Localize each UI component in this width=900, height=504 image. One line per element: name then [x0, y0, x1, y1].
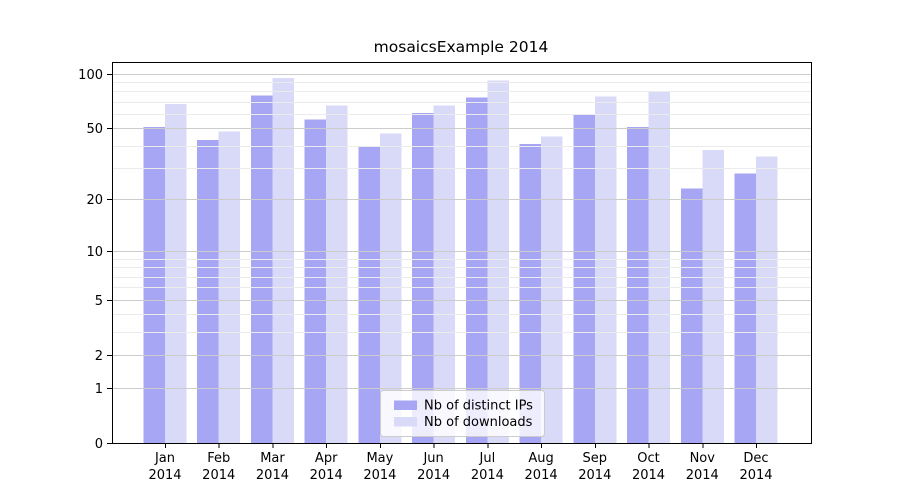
bar-downloads-sep: [594, 96, 617, 443]
plot-area: 0 1 2 5 10 20 50 100 Jan 2014 Feb 2014 Mar 2014 Apr 201…: [78, 62, 812, 483]
x-tick-month-label: May: [366, 451, 393, 466]
bar-downloads-mar: [272, 77, 294, 444]
bar-ips-aug: [519, 144, 542, 443]
x-tick-month-label: Jun: [422, 451, 443, 466]
bar-ips-oct: [627, 126, 649, 444]
bar-ips-jul: [465, 97, 488, 443]
x-tick-year-label: 2014: [686, 468, 719, 483]
x-tick-month-label: Nov: [690, 451, 716, 466]
x-tick-year-label: 2014: [202, 468, 235, 483]
x-tick-month-label: Feb: [207, 451, 230, 466]
legend-label-1: Nb of downloads: [424, 415, 533, 430]
x-tick-year-label: 2014: [363, 468, 396, 483]
x-tick-month-label: Sep: [583, 451, 608, 466]
bar-downloads-nov: [702, 149, 724, 443]
bar-ips-apr: [304, 119, 327, 443]
bar-downloads-may: [379, 133, 402, 444]
legend-box: [380, 390, 545, 437]
bar-ips-feb: [197, 140, 219, 443]
bar-downloads-jan: [165, 104, 187, 443]
x-tick-month-label: Dec: [743, 451, 768, 466]
y-tick-label: 5: [95, 294, 103, 309]
bar-ips-dec: [734, 173, 756, 443]
y-tick-label: 10: [86, 245, 103, 260]
bar-downloads-jun: [433, 105, 456, 444]
bar-downloads-apr: [326, 105, 348, 444]
x-tick-year-label: 2014: [417, 468, 450, 483]
bar-downloads-dec: [756, 156, 778, 444]
legend-swatch-1: [394, 417, 417, 427]
x-tick-year-label: 2014: [310, 468, 343, 483]
y-tick-label: 1: [95, 382, 103, 397]
bar-downloads-jul: [487, 80, 509, 444]
x-tick-month-label: Aug: [528, 451, 553, 466]
y-tick-label: 50: [86, 122, 103, 137]
bar-ips-jan: [143, 126, 165, 444]
y-tick-label: 2: [95, 349, 103, 364]
legend-label-0: Nb of distinct IPs: [424, 399, 533, 414]
x-tick-month-label: Oct: [637, 451, 659, 466]
x-tick-year-label: 2014: [632, 468, 665, 483]
y-tick-label: 100: [78, 68, 103, 83]
plot-border: [112, 62, 812, 444]
x-tick-month-label: Jul: [479, 451, 496, 466]
x-tick-month-label: Jan: [154, 451, 175, 466]
bar-downloads-aug: [541, 136, 563, 443]
y-tick-label: 20: [86, 193, 103, 208]
x-tick-year-label: 2014: [148, 468, 181, 483]
x-tick-year-label: 2014: [578, 468, 611, 483]
y-tick-label: 0: [95, 437, 103, 452]
bar-ips-mar: [251, 95, 273, 443]
legend-swatch-0: [394, 400, 417, 410]
x-tick-year-label: 2014: [525, 468, 558, 483]
bar-ips-nov: [680, 188, 703, 443]
bar-ips-may: [358, 145, 380, 443]
x-tick-month-label: Apr: [315, 451, 338, 466]
bar-ips-sep: [573, 114, 595, 443]
x-tick-month-label: Mar: [260, 451, 285, 466]
chart-title: mosaicsExample 2014: [374, 38, 549, 56]
x-tick-year-label: 2014: [471, 468, 504, 483]
x-tick-year-label: 2014: [739, 468, 772, 483]
x-tick-year-label: 2014: [256, 468, 289, 483]
